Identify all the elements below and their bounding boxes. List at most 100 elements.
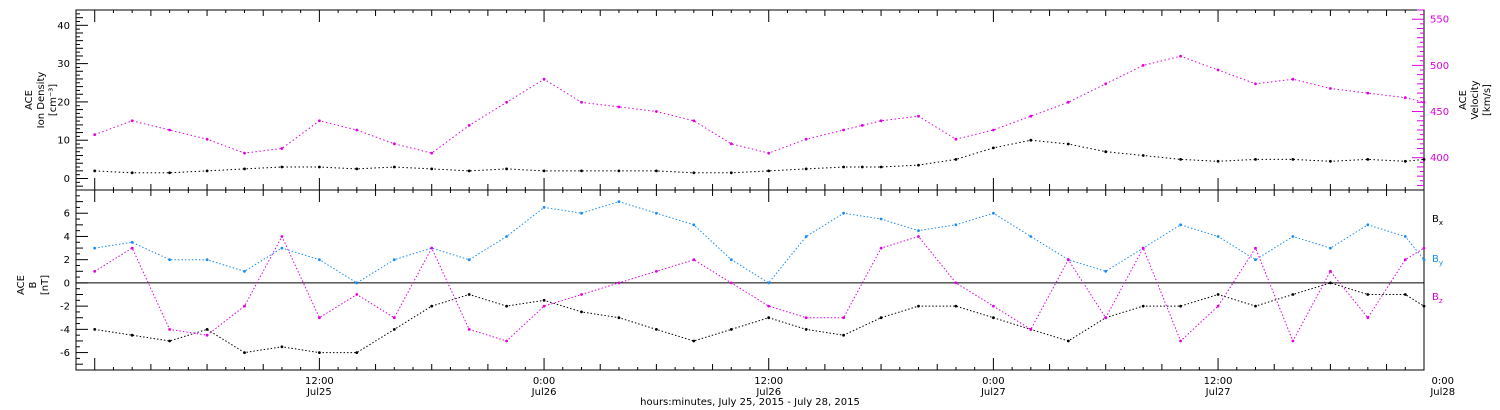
time-axis-label: hours:minutes, July 25, 2015 - July 28, … [640, 397, 860, 408]
bz-point [280, 235, 284, 238]
bx-point [205, 328, 209, 331]
velocity-point [168, 128, 172, 132]
by-point [917, 229, 920, 233]
by-point [1216, 235, 1220, 238]
bz-point [1422, 246, 1426, 250]
by-point [879, 217, 883, 221]
bz-point [842, 316, 845, 320]
density-point [804, 167, 808, 171]
density-axis-label-line1: ACE [24, 90, 35, 110]
velocity-point [1366, 91, 1370, 95]
density-point [130, 171, 134, 175]
bz-point [392, 316, 396, 320]
by-point [617, 200, 621, 204]
density-point [280, 165, 284, 169]
density-point [1216, 159, 1220, 163]
b-tick-label: 6 [64, 209, 70, 220]
bz-point [917, 235, 920, 238]
bz-point [692, 258, 696, 262]
velocity-point [243, 151, 246, 155]
density-point [842, 165, 845, 169]
by-point [655, 211, 658, 215]
bx-point [1366, 293, 1370, 296]
by-point [1329, 246, 1332, 250]
bz-point [617, 281, 621, 285]
bx-point [804, 328, 808, 331]
density-point [1104, 150, 1108, 154]
bx-point [655, 328, 658, 331]
density-point [205, 169, 209, 173]
legend-bz: Bz [1432, 292, 1443, 305]
by-point [954, 223, 958, 227]
velocity-point [860, 124, 864, 127]
velocity-point [93, 133, 97, 137]
velocity-point [655, 110, 658, 113]
bx-point [1066, 339, 1070, 343]
by-point [392, 258, 396, 262]
bx-point [692, 339, 696, 343]
bx-series-line [94, 282, 1425, 354]
density-point [1403, 159, 1407, 163]
by-point [93, 246, 97, 250]
bz-point [467, 328, 471, 331]
by-series-line [94, 201, 1425, 284]
bottom-panel-frame [75, 189, 1425, 371]
by-point [542, 206, 546, 209]
by-point [280, 246, 284, 250]
bx-point [1403, 293, 1407, 296]
legend-bx: Bx [1432, 214, 1443, 227]
bz-point [1403, 258, 1407, 262]
bx-point [1216, 293, 1220, 296]
velocity-point [804, 137, 808, 141]
by-point [842, 211, 845, 215]
velocity-point [1179, 54, 1182, 58]
density-point [954, 158, 958, 161]
density-tick-label: 0 [64, 174, 70, 185]
bx-point [467, 293, 471, 296]
bx-point [93, 328, 97, 331]
time-tick-label: 0:00 [1431, 376, 1453, 387]
bx-point [542, 298, 546, 302]
magnetic-field-marks [93, 200, 1426, 354]
bz-point [1216, 304, 1220, 308]
date-tick-label: Jul25 [306, 387, 332, 398]
b-axis-ticks: -6 -4 -2 0 2 4 6 [60, 195, 88, 365]
by-point [1366, 223, 1370, 227]
density-point [1029, 138, 1033, 142]
velocity-point [1066, 100, 1070, 104]
by-point [130, 240, 134, 244]
bz-point [93, 269, 97, 273]
legend-by: By [1432, 254, 1443, 267]
date-tick-label: Jul27 [980, 387, 1006, 398]
velocity-point [580, 100, 583, 104]
date-tick-label: Jul28 [1429, 387, 1455, 398]
velocity-point [879, 119, 883, 123]
velocity-point [842, 128, 845, 132]
date-tick-label: Jul27 [1205, 387, 1231, 398]
bx-point [1291, 293, 1295, 296]
by-point [1104, 269, 1108, 273]
by-point [804, 235, 808, 238]
time-tick-label: 0:00 [982, 376, 1004, 387]
by-point [505, 235, 508, 238]
b-tick-label: -6 [60, 348, 70, 359]
density-point [467, 169, 471, 173]
velocity-point [430, 151, 434, 155]
velocity-point [392, 142, 396, 146]
top-panel-frame [75, 9, 1425, 191]
density-point [860, 165, 864, 169]
density-tick-label: 40 [57, 21, 70, 32]
by-point [318, 258, 321, 262]
velocity-point [1104, 82, 1108, 86]
bx-point [1422, 304, 1426, 308]
density-point [1141, 154, 1145, 157]
density-point [355, 167, 359, 171]
density-point [655, 169, 658, 173]
bx-point [430, 304, 434, 308]
density-point [1329, 159, 1332, 163]
density-point [93, 169, 97, 173]
bz-point [992, 304, 995, 308]
velocity-point [1029, 114, 1033, 118]
density-point [580, 169, 583, 173]
